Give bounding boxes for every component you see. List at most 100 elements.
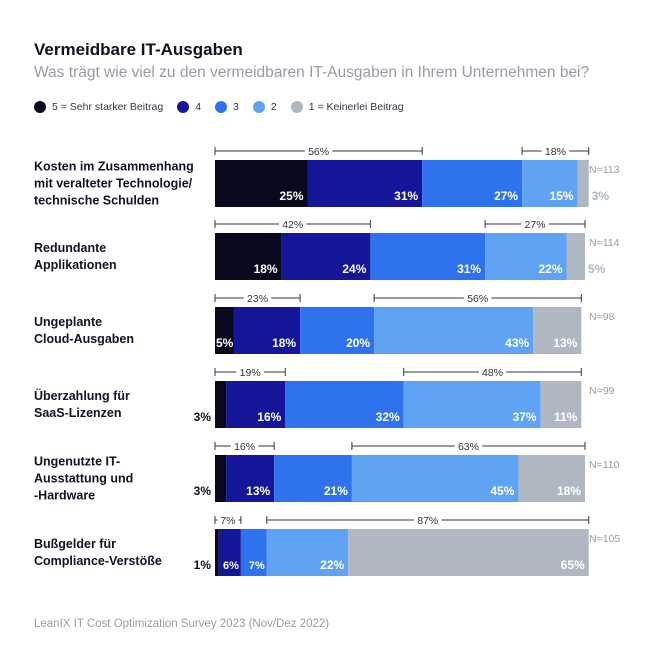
sample-size-label: N=114 <box>589 237 620 249</box>
value-label: 18% <box>254 262 278 276</box>
category-label: -Hardware <box>34 489 95 503</box>
value-label: 18% <box>557 484 581 498</box>
bottom2-bracket-label: 56% <box>467 293 488 305</box>
bar-segment <box>300 307 375 354</box>
top2-bracket-label: 19% <box>240 367 261 379</box>
bottom2-bracket-label: 63% <box>458 441 479 453</box>
legend-item-4: 4 <box>177 101 201 113</box>
value-label: 65% <box>561 558 585 572</box>
legend-item-3: 3 <box>215 101 239 113</box>
category-label: technische Schulden <box>34 194 159 208</box>
legend-label-1: 1 = Keinerlei Beitrag <box>308 101 404 113</box>
bar-segment <box>215 307 234 354</box>
category-label: Kosten im Zusammenhang <box>34 160 194 174</box>
bar-segment <box>540 381 582 428</box>
legend-swatch-1 <box>290 101 303 113</box>
bar-segment <box>374 307 534 354</box>
bar-segment <box>422 160 523 207</box>
legend-item-1: 1 = Keinerlei Beitrag <box>290 101 404 113</box>
legend: 5 = Sehr starker Beitrag 4 3 2 1 = Keine… <box>34 101 418 113</box>
bar-segment <box>281 233 371 280</box>
value-label: 31% <box>457 262 481 276</box>
bottom2-bracket-label: 18% <box>545 146 566 158</box>
bar-segment <box>215 160 308 207</box>
bottom2-bracket-label: 27% <box>525 219 546 231</box>
bar-segment <box>215 381 227 428</box>
bar-segment <box>218 529 241 576</box>
top2-bracket-label: 7% <box>220 515 235 527</box>
value-label: 16% <box>257 410 281 424</box>
bar-segment <box>533 307 582 354</box>
legend-swatch-4 <box>177 101 190 113</box>
value-label: 43% <box>505 336 529 350</box>
category-label: mit veralteter Technologie/ <box>34 177 193 191</box>
legend-item-5: 5 = Sehr starker Beitrag <box>34 101 163 113</box>
value-label: 3% <box>592 189 610 203</box>
value-label: 37% <box>513 410 537 424</box>
value-label: 31% <box>394 189 418 203</box>
legend-label-4: 4 <box>195 101 202 113</box>
bar-segment <box>215 455 227 502</box>
value-label: 5% <box>588 262 606 276</box>
legend-swatch-2 <box>252 101 265 113</box>
bar-segment <box>351 455 519 502</box>
value-label: 7% <box>249 560 265 572</box>
bar-segment <box>285 381 404 428</box>
bar-segment <box>485 233 567 280</box>
value-label: 5% <box>216 336 234 350</box>
value-label: 22% <box>538 262 562 276</box>
bar-segment <box>518 455 585 502</box>
chart-title: Vermeidbare IT-Ausgaben <box>34 40 243 59</box>
category-label: Applikationen <box>34 258 117 272</box>
sample-size-label: N=98 <box>589 311 615 323</box>
bar-segment <box>522 160 578 207</box>
bar-segment <box>233 307 301 354</box>
sample-size-label: N=113 <box>589 164 620 176</box>
category-label: Redundante <box>34 241 106 255</box>
legend-swatch-5 <box>34 101 46 113</box>
bar-segment <box>403 381 541 428</box>
bottom2-bracket-label: 87% <box>417 515 438 527</box>
value-label: 15% <box>550 189 574 203</box>
category-label: Compliance-Verstöße <box>34 554 162 568</box>
bar-segment <box>226 455 275 502</box>
value-label: 45% <box>490 484 514 498</box>
bar-segment <box>226 381 286 428</box>
bottom2-bracket-label: 48% <box>482 367 503 379</box>
bar-segment <box>274 455 352 502</box>
value-label: 13% <box>246 484 270 498</box>
value-label: 21% <box>324 484 348 498</box>
sample-size-label: N=110 <box>589 459 620 471</box>
bar-segment <box>215 529 219 576</box>
bar-segment <box>307 160 423 207</box>
value-label: 24% <box>342 262 366 276</box>
chart-subtitle: Was trägt wie viel zu den vermeidbaren I… <box>34 64 590 81</box>
bar-segment <box>370 233 486 280</box>
top2-bracket-label: 42% <box>282 219 303 231</box>
value-label: 6% <box>223 560 239 572</box>
top2-bracket-label: 23% <box>247 293 268 305</box>
bar-segment <box>215 233 282 280</box>
category-label: Cloud-Ausgaben <box>34 332 134 346</box>
value-label: 1% <box>194 558 212 572</box>
bar-segment <box>577 160 589 207</box>
category-label: Ungenutzte IT- <box>34 455 120 469</box>
bar-segment <box>348 529 589 576</box>
legend-label-2: 2 <box>270 101 277 113</box>
value-label: 27% <box>494 189 518 203</box>
value-label: 20% <box>346 336 370 350</box>
legend-label-3: 3 <box>233 101 239 113</box>
legend-swatch-3 <box>215 101 228 113</box>
value-label: 25% <box>279 189 303 203</box>
sample-size-label: N=105 <box>589 533 620 545</box>
value-label: 18% <box>272 336 296 350</box>
category-label: Ausstattung und <box>34 472 133 486</box>
value-label: 11% <box>554 410 578 424</box>
top2-bracket-label: 56% <box>308 146 329 158</box>
bar-segment <box>240 529 267 576</box>
source-note: LeanIX IT Cost Optimization Survey 2023 … <box>34 618 330 630</box>
bar-segment <box>266 529 349 576</box>
value-label: 32% <box>376 410 400 424</box>
value-label: 13% <box>553 336 577 350</box>
